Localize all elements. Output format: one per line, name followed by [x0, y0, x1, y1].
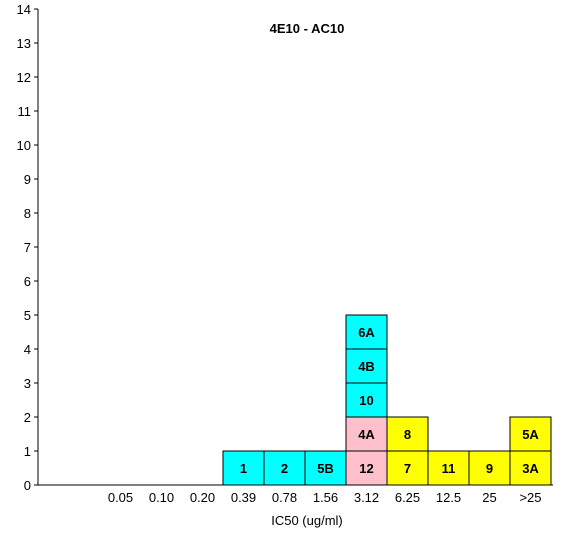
histogram-cell-label: 1: [240, 461, 247, 476]
histogram-cell-label: 2: [281, 461, 288, 476]
y-tick-label: 9: [24, 172, 31, 187]
histogram-cell-label: 10: [359, 393, 373, 408]
y-tick-label: 7: [24, 240, 31, 255]
y-tick-label: 0: [24, 478, 31, 493]
histogram-cell-label: 5A: [522, 427, 539, 442]
x-tick-label: 0.39: [231, 490, 256, 505]
histogram-cell: [509, 416, 552, 452]
y-tick-label: 3: [24, 376, 31, 391]
histogram-cell-label: 5B: [317, 461, 334, 476]
x-tick-label: 0.20: [190, 490, 215, 505]
histogram-cell: [304, 450, 347, 486]
histogram-cell: [345, 416, 388, 452]
y-tick-label: 6: [24, 274, 31, 289]
x-tick-label: 0.78: [272, 490, 297, 505]
histogram-cell: [427, 450, 470, 486]
x-axis-ticks: 0.05 0.10 0.20 0.39 0.78 1.56 3.12 6.25 12.5 25 >2…: [108, 490, 542, 505]
x-tick-label: 1.56: [313, 490, 338, 505]
y-tick-label: 4: [24, 342, 31, 357]
y-tick-label: 5: [24, 308, 31, 323]
y-tick-label: 11: [18, 104, 32, 119]
histogram-cell-label: 9: [486, 461, 493, 476]
histogram-cell: [345, 382, 388, 418]
histogram-cell-label: 4A: [358, 427, 375, 442]
histogram-cell: [222, 450, 265, 486]
y-tick-label: 1: [24, 444, 31, 459]
x-tick-label: 6.25: [395, 490, 420, 505]
histogram-cell: [345, 450, 388, 486]
histogram-cell: [468, 450, 511, 486]
histogram-cell-label: 7: [404, 461, 411, 476]
x-axis-title: IC50 (ug/ml): [271, 513, 343, 528]
y-tick-label: 10: [17, 138, 31, 153]
x-tick-label: 0.05: [108, 490, 133, 505]
y-tick-label: 13: [17, 36, 31, 51]
histogram-cell-label: 12: [359, 461, 373, 476]
histogram-cell-label: 11: [442, 461, 456, 476]
x-tick-label: 12.5: [436, 490, 461, 505]
x-tick-label: >25: [519, 490, 541, 505]
x-tick-label: 0.10: [149, 490, 174, 505]
y-tick-label: 14: [17, 2, 31, 17]
y-tick-label: 2: [24, 410, 31, 425]
histogram-cell-label: 8: [404, 427, 411, 442]
y-tick-label: 12: [17, 70, 31, 85]
x-tick-label: 25: [482, 490, 496, 505]
histogram-cell: [386, 416, 429, 452]
x-tick-label: 3.12: [354, 490, 379, 505]
histogram-cell: [345, 314, 388, 350]
histogram-cell-label: 4B: [358, 359, 375, 374]
histogram-cell-label: 3A: [522, 461, 539, 476]
chart-title: 4E10 - AC10: [270, 21, 345, 36]
y-tick-label: 8: [24, 206, 31, 221]
histogram-cell-label: 6A: [358, 325, 375, 340]
